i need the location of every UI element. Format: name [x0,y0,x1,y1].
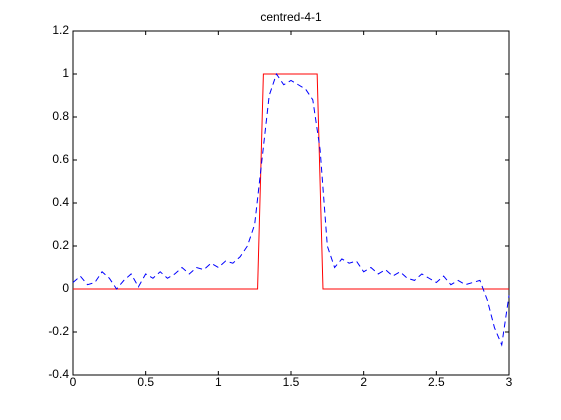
x-tick-label: 0 [70,375,77,389]
chart-title: centred-4-1 [260,10,322,24]
series-line [72,72,510,347]
x-tick-label: 2 [360,375,367,389]
y-tick-label: 0.2 [52,238,69,252]
x-tick-label: 1 [215,375,222,389]
y-tick-label: 0.4 [52,195,69,209]
x-tick-label: 2.5 [428,375,445,389]
x-tick-label: 3 [506,375,513,389]
x-tick-label: 1.5 [283,375,300,389]
y-tick-label: 1.2 [52,23,69,37]
axes-box [72,30,510,376]
series-line [73,73,509,290]
y-tick-label: 0.8 [52,109,69,123]
y-tick-label: -0.2 [48,324,69,338]
y-tick-label: 0 [62,281,69,295]
y-tick-label: 1 [62,66,69,80]
y-tick-label: 0.6 [52,152,69,166]
x-tick-label: 0.5 [137,375,154,389]
y-tick-label: -0.4 [48,367,69,381]
